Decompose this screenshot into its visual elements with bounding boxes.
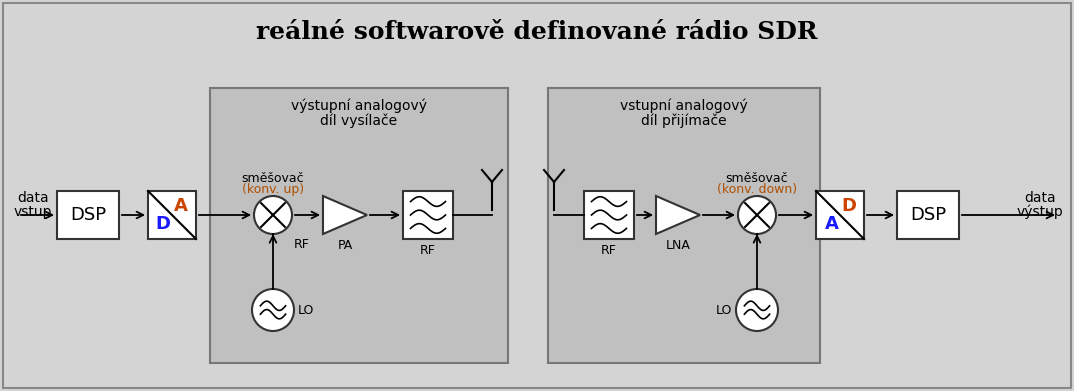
- Polygon shape: [656, 196, 700, 234]
- Bar: [584, 191, 634, 239]
- Text: RF: RF: [420, 244, 436, 257]
- Text: výstupní analogový: výstupní analogový: [291, 99, 427, 113]
- Text: D: D: [841, 197, 856, 215]
- Text: D: D: [156, 215, 171, 233]
- Circle shape: [738, 196, 777, 234]
- Text: A: A: [825, 215, 839, 233]
- Bar: [548, 88, 821, 363]
- Text: (konv. up): (konv. up): [242, 183, 304, 197]
- Text: LNA: LNA: [666, 239, 691, 252]
- Text: LO: LO: [297, 303, 315, 316]
- Text: A: A: [174, 197, 188, 215]
- Bar: [211, 88, 508, 363]
- Text: (konv. down): (konv. down): [717, 183, 797, 197]
- Text: díl přijímače: díl přijímače: [641, 114, 727, 128]
- Text: díl vysílače: díl vysílače: [320, 114, 397, 128]
- Text: směšovač: směšovač: [726, 172, 788, 185]
- Bar: [816, 191, 863, 239]
- Bar: [403, 191, 453, 239]
- Text: data: data: [1025, 191, 1056, 205]
- Text: RF: RF: [294, 238, 310, 251]
- Text: data: data: [17, 191, 48, 205]
- Circle shape: [253, 196, 292, 234]
- Text: reálné softwarově definované rádio SDR: reálné softwarově definované rádio SDR: [257, 20, 817, 44]
- Text: směšovač: směšovač: [242, 172, 304, 185]
- Text: LO: LO: [715, 303, 732, 316]
- Text: PA: PA: [337, 239, 352, 252]
- Text: RF: RF: [601, 244, 616, 257]
- Text: vstupní analogový: vstupní analogový: [620, 99, 748, 113]
- Bar: [897, 191, 959, 239]
- Polygon shape: [323, 196, 367, 234]
- Circle shape: [736, 289, 778, 331]
- Text: vstup: vstup: [14, 205, 53, 219]
- Circle shape: [252, 289, 294, 331]
- Text: DSP: DSP: [70, 206, 106, 224]
- Text: DSP: DSP: [910, 206, 946, 224]
- Bar: [57, 191, 119, 239]
- Bar: [148, 191, 195, 239]
- Text: výstup: výstup: [1017, 205, 1063, 219]
